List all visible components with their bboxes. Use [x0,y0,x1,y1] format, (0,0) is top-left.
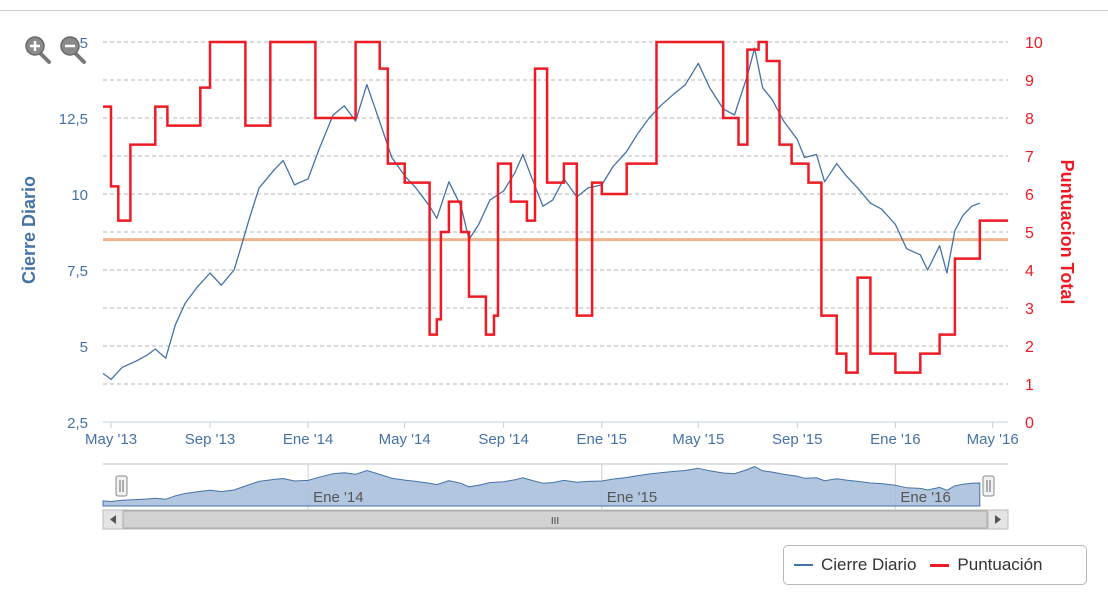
y-right-tick-label: 0 [1025,415,1034,432]
legend-swatch-puntuacion [930,563,950,567]
navigator-handle-left[interactable] [115,475,128,497]
scrollbar-thumb[interactable] [122,510,988,529]
zoom-in-icon [25,36,51,64]
y-left-tick-label: 5 [80,339,88,356]
y-left-tick-label: 10 [71,187,88,204]
legend-item-puntuacion[interactable]: Puntuación [930,555,1043,575]
navigator-handle-right[interactable] [982,475,995,497]
x-tick-label: Sep '13 [185,431,235,448]
navigator-area [102,466,981,507]
navigator-label: Ene '16 [900,489,950,506]
series-line-cierre-diario [102,47,981,381]
y-right-tick-label: 1 [1025,377,1034,394]
x-tick-label: May '15 [672,431,724,448]
x-axis: May '13 Sep '13 Ene '14 May '14 Sep '14 Ene '… [85,422,1019,448]
zoom-out-icon [60,36,86,64]
x-tick-label: Sep '14 [478,431,528,448]
navigator-label: Ene '15 [607,489,657,506]
zoom-in-button[interactable] [25,36,51,64]
legend-swatch-cierre-diario [794,564,813,566]
navigator-label: Ene '14 [313,489,363,506]
series-puntuacion [103,40,1008,374]
y-right-tick-label: 6 [1025,187,1034,204]
y-right-tick-label: 9 [1025,73,1034,90]
legend-item-cierre-diario[interactable]: Cierre Diario [794,555,916,575]
top-divider [0,10,1108,11]
legend-label: Cierre Diario [821,555,917,574]
y-right-tick-label: 4 [1025,263,1034,280]
y-right-tick-label: 7 [1025,149,1034,166]
x-tick-label: May '14 [379,431,431,448]
navigator[interactable]: Ene '14 Ene '15 Ene '16 [102,463,1008,509]
arrow-left-icon [110,515,116,524]
scrollbar-grip: III [551,516,559,527]
x-tick-label: Sep '15 [772,431,822,448]
navigator-labels: Ene '14 Ene '15 Ene '16 [313,489,951,506]
y-right-tick-label: 3 [1025,301,1034,318]
y-axis-right: 0 1 2 3 4 5 6 7 8 9 10 [1025,35,1043,432]
y-left-tick-label: 7,5 [67,263,88,280]
grid-lines [103,41,1008,423]
y-left-tick-label: 2,5 [67,415,88,432]
x-tick-label: May '13 [85,431,137,448]
x-tick-label: Ene '16 [870,431,920,448]
x-tick-label: Ene '15 [577,431,627,448]
y-left-tick-label: 12,5 [59,111,88,128]
legend-label: Puntuación [957,555,1043,574]
y-axis-left-title: Cierre Diario [19,176,39,284]
legend: Cierre Diario Puntuación [783,545,1087,585]
y-axis-right-title: Puntuacion Total [1057,160,1077,305]
x-tick-label: Ene '14 [283,431,333,448]
series-cierre-diario [102,47,981,381]
x-tick-label: May '16 [967,431,1019,448]
arrow-right-icon [995,515,1001,524]
y-right-tick-label: 8 [1025,111,1034,128]
zoom-out-button[interactable] [60,36,86,64]
y-right-tick-label: 10 [1025,35,1043,52]
y-right-tick-label: 2 [1025,339,1034,356]
scrollbar[interactable]: III [102,509,1009,530]
y-right-tick-label: 5 [1025,225,1034,242]
series-line-puntuacion [103,40,1008,374]
